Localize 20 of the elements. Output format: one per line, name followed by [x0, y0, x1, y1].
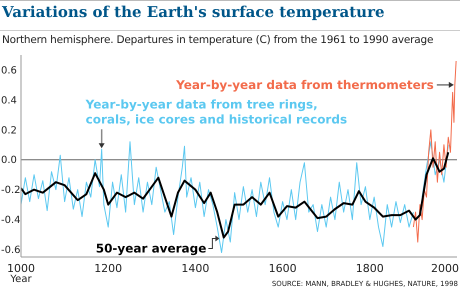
y-tick-label: 0.4 [1, 95, 17, 106]
chart-title: Variations of the Earth's surface temperature [2, 3, 385, 21]
annotation: Year-by-year data from thermometers [175, 78, 434, 92]
y-tick-label: -0.6 [1, 245, 21, 256]
x-axis-title: Year [9, 274, 32, 285]
y-tick-label: 0.2 [1, 125, 17, 136]
y-tick-label: -0.2 [1, 185, 21, 196]
y-tick-label: 0.6 [1, 65, 17, 76]
y-tick-label: 0.0 [1, 155, 17, 166]
line-series [21, 151, 450, 239]
x-tick-label: 1200 [94, 262, 122, 275]
annotation: Year-by-year data from tree rings, corals, ice cores and historical records [84, 97, 348, 126]
x-tick-label: 1800 [356, 262, 384, 275]
chart-subtitle: Northern hemisphere. Departures in temperature (C) from the 1961 to 1990 average [2, 34, 434, 46]
x-tick-label: 1400 [181, 262, 210, 275]
annotation: 50-year average [96, 242, 206, 256]
x-tick-label: 1000 [7, 262, 35, 275]
x-tick-label: 1600 [268, 262, 297, 275]
x-tick-label: 2000 [431, 262, 459, 275]
y-tick-label: -0.4 [1, 215, 21, 226]
